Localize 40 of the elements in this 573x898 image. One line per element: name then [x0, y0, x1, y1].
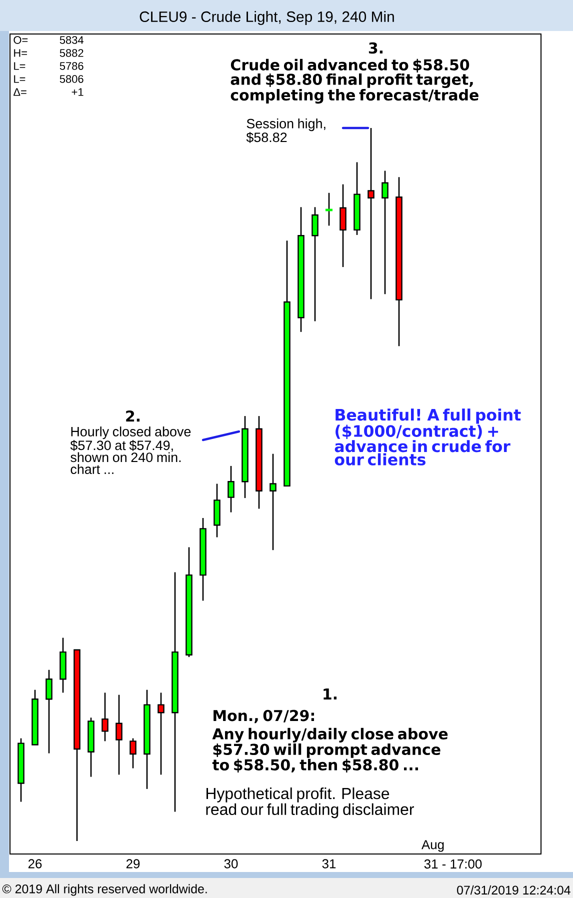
text: L=: [14, 62, 26, 70]
annotation: Beautiful! A full point ($1000/contract) + advance in crude for our clients: [334, 408, 521, 466]
text: © 2019 All rights reserved worldwide.: [2, 884, 207, 896]
annotation: Hourly closed above $57.30 at $57.49, shown on 240 min. chart ...: [70, 426, 191, 474]
x-tick-label: 31: [322, 859, 336, 868]
candlestick: [368, 127, 374, 300]
x-tick-label: 26: [28, 859, 42, 868]
annotation: Mon., 07/29:: [214, 710, 314, 724]
candlestick: [102, 692, 108, 742]
candlestick: [340, 184, 346, 268]
annotation: Session high, $58.82: [246, 118, 326, 143]
annotation: 1.: [324, 688, 337, 700]
text: O=: [14, 36, 28, 44]
x-tick-label: 30: [224, 859, 238, 868]
text: 07/31/2019 12:24:04: [457, 885, 570, 895]
annotation: Any hourly/daily close above $57.30 will prompt advance to $58.50, then $58.80 ...: [212, 728, 448, 772]
candlestick: [116, 694, 122, 776]
text: L=: [14, 75, 26, 83]
candlestick: [46, 669, 52, 754]
text: Aug: [422, 840, 444, 852]
annotation: 2.: [126, 410, 140, 422]
text: 5882: [60, 49, 84, 57]
candlestick: [158, 692, 164, 776]
candlestick: [130, 738, 136, 769]
text: 5786: [60, 62, 84, 70]
text: +1: [72, 88, 84, 96]
text: H=: [14, 49, 27, 57]
chart-title: CLEU9 - Crude Light, Sep 19, 240 Min: [140, 11, 394, 25]
x-tick-label: 29: [126, 859, 140, 868]
text: 3.: [368, 42, 383, 54]
candlestick: [382, 170, 388, 295]
text: 5806: [60, 75, 84, 83]
text: Δ=: [14, 88, 26, 96]
candlestick: [312, 206, 318, 322]
annotation: Hypothetical profit. Please read our full trading disclaimer: [206, 787, 414, 818]
text: 31 - 17:00: [424, 859, 482, 869]
text: Crude oil advanced to $58.50 and $58.80 final profit target, completing the forecast/trade: [230, 58, 478, 104]
candlestick: [270, 453, 276, 551]
text: 5834: [60, 36, 84, 44]
candlestick: [228, 465, 234, 513]
